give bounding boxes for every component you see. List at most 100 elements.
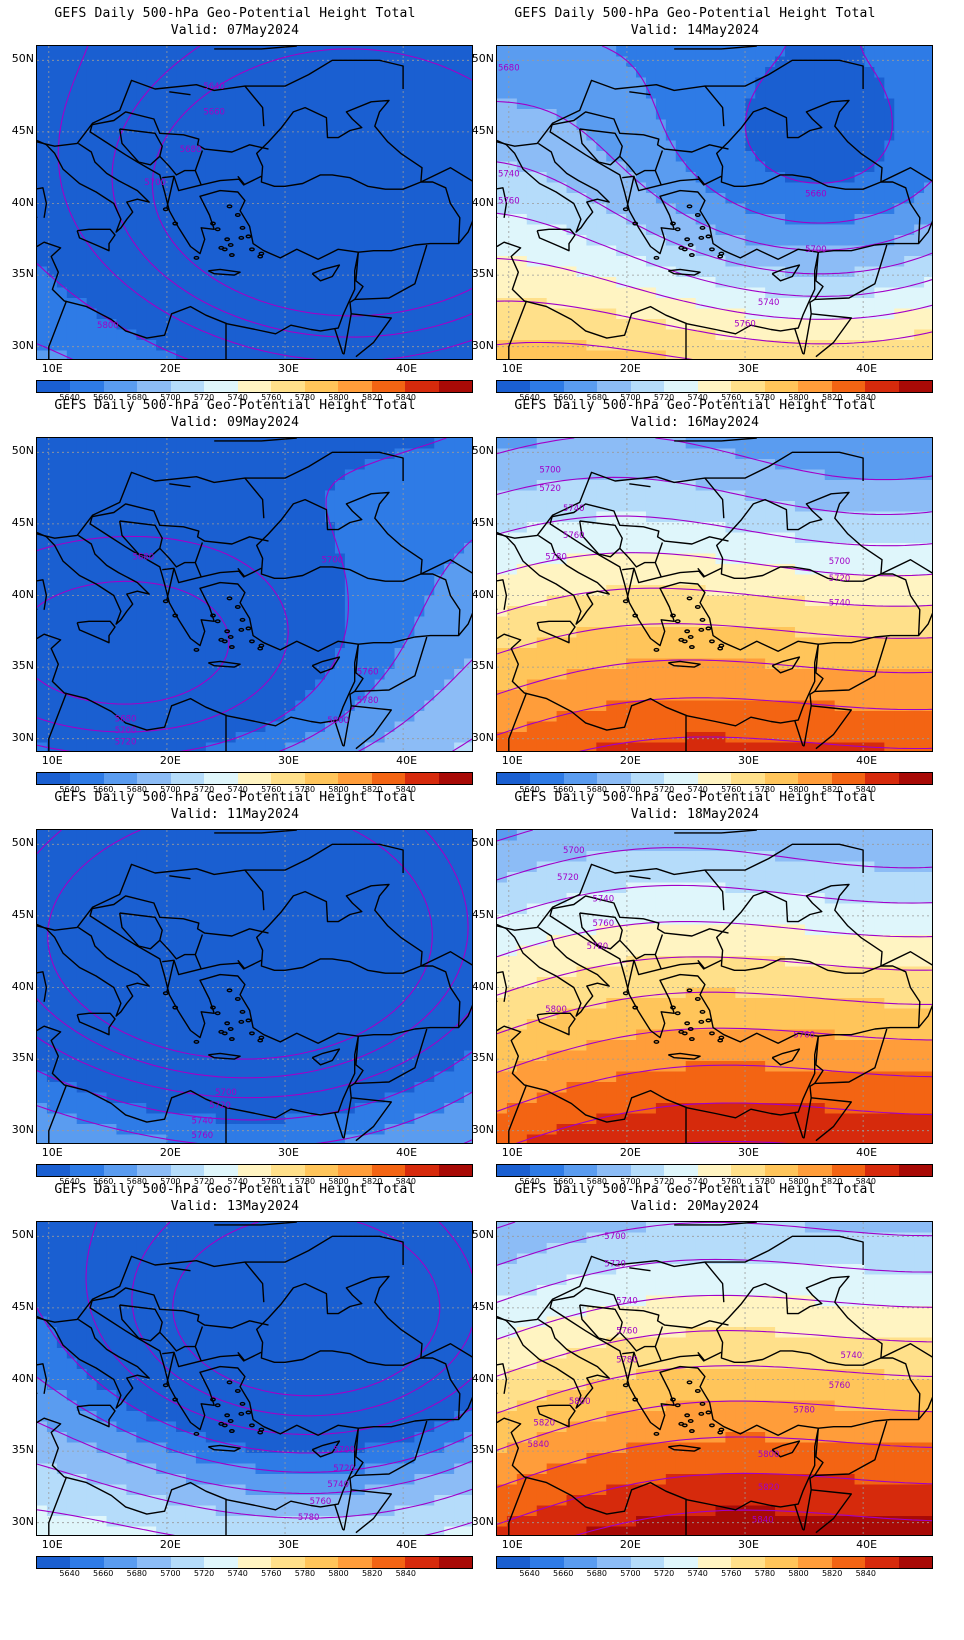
field-cell	[106, 522, 118, 534]
field-cell	[185, 67, 197, 79]
field-cell	[434, 469, 445, 481]
field-cell	[576, 172, 587, 184]
field-cell	[126, 711, 137, 723]
field-cell	[295, 511, 306, 523]
colorbar-swatch	[271, 773, 305, 784]
field-cell	[225, 172, 237, 184]
field-cell	[344, 224, 356, 236]
field-cell	[126, 277, 137, 289]
field-cell	[37, 214, 48, 226]
field-cell	[464, 277, 472, 289]
field-cell	[275, 140, 286, 152]
field-cell	[334, 182, 346, 194]
field-cell	[275, 511, 286, 523]
field-cell	[735, 256, 746, 268]
field-cell	[374, 298, 386, 310]
field-cell	[844, 56, 856, 68]
field-cell	[156, 669, 167, 681]
field-cell	[454, 245, 465, 257]
field-cell	[414, 88, 425, 100]
field-cell	[834, 469, 846, 481]
field-cell	[526, 574, 538, 586]
field-cell	[334, 329, 346, 341]
field-cell	[305, 543, 316, 555]
coast-border-line	[256, 99, 423, 190]
field-cell	[576, 46, 587, 58]
field-cell	[235, 742, 247, 751]
field-cell	[215, 287, 227, 299]
field-cell	[785, 98, 796, 110]
field-cell	[894, 119, 905, 131]
colorbar-swatch	[37, 381, 71, 392]
field-cell	[56, 564, 68, 576]
field-cell	[146, 438, 157, 450]
field-cell	[725, 224, 736, 236]
field-cell	[745, 67, 756, 79]
field-cell	[404, 109, 416, 121]
field-cell	[695, 480, 707, 492]
field-cell	[156, 448, 167, 460]
field-cell	[146, 532, 157, 544]
field-cell	[404, 214, 416, 226]
field-cell	[695, 522, 707, 534]
field-cell	[354, 256, 366, 268]
field-cell	[576, 564, 587, 576]
field-cell	[166, 732, 177, 744]
field-cell	[464, 140, 472, 152]
field-cell	[295, 543, 306, 555]
field-cell	[344, 543, 356, 555]
field-cell	[394, 690, 406, 702]
field-cell	[325, 119, 336, 131]
field-cell	[904, 448, 915, 460]
field-cell	[785, 553, 796, 565]
field-cell	[636, 543, 647, 555]
field-cell	[394, 46, 406, 58]
field-cell	[414, 193, 425, 205]
field-cell	[586, 490, 597, 502]
field-cell	[364, 214, 376, 226]
field-cell	[96, 469, 108, 481]
field-cell	[364, 256, 376, 268]
latitude-label: 50N	[471, 52, 494, 66]
field-cell	[914, 501, 925, 513]
field-cell	[785, 130, 796, 142]
field-cell	[586, 277, 597, 289]
field-cell	[325, 350, 336, 359]
field-cell	[586, 161, 597, 173]
colorbar-level-label: 5740	[687, 393, 708, 402]
field-cell	[804, 224, 816, 236]
field-cell	[295, 56, 306, 68]
field-cell	[596, 319, 607, 331]
field-cell	[586, 480, 597, 492]
field-cell	[606, 543, 617, 555]
field-cell	[616, 203, 627, 215]
field-cell	[56, 224, 68, 236]
contour-label: 5740	[758, 298, 780, 308]
field-cell	[864, 298, 876, 310]
field-cell	[606, 161, 617, 173]
field-cell	[344, 658, 356, 670]
field-cell	[675, 77, 687, 89]
field-cell	[725, 130, 736, 142]
field-cell	[775, 203, 786, 215]
field-cell	[645, 564, 657, 576]
contour-label: 5800	[327, 716, 349, 726]
field-cell	[536, 319, 548, 331]
field-cell	[725, 161, 736, 173]
field-cell	[404, 732, 416, 744]
field-cell	[37, 732, 48, 744]
field-cell	[225, 329, 237, 341]
contour-5740	[497, 257, 932, 320]
field-cell	[844, 553, 856, 565]
field-cell	[685, 203, 697, 215]
field-cell	[116, 606, 127, 618]
field-cell	[745, 287, 756, 299]
field-cell	[305, 469, 316, 481]
field-cell	[606, 448, 617, 460]
field-cell	[735, 287, 746, 299]
field-cell	[46, 56, 58, 68]
field-cell	[904, 130, 915, 142]
field-cell	[854, 340, 866, 352]
field-cell	[265, 490, 276, 502]
field-cell	[824, 522, 836, 534]
